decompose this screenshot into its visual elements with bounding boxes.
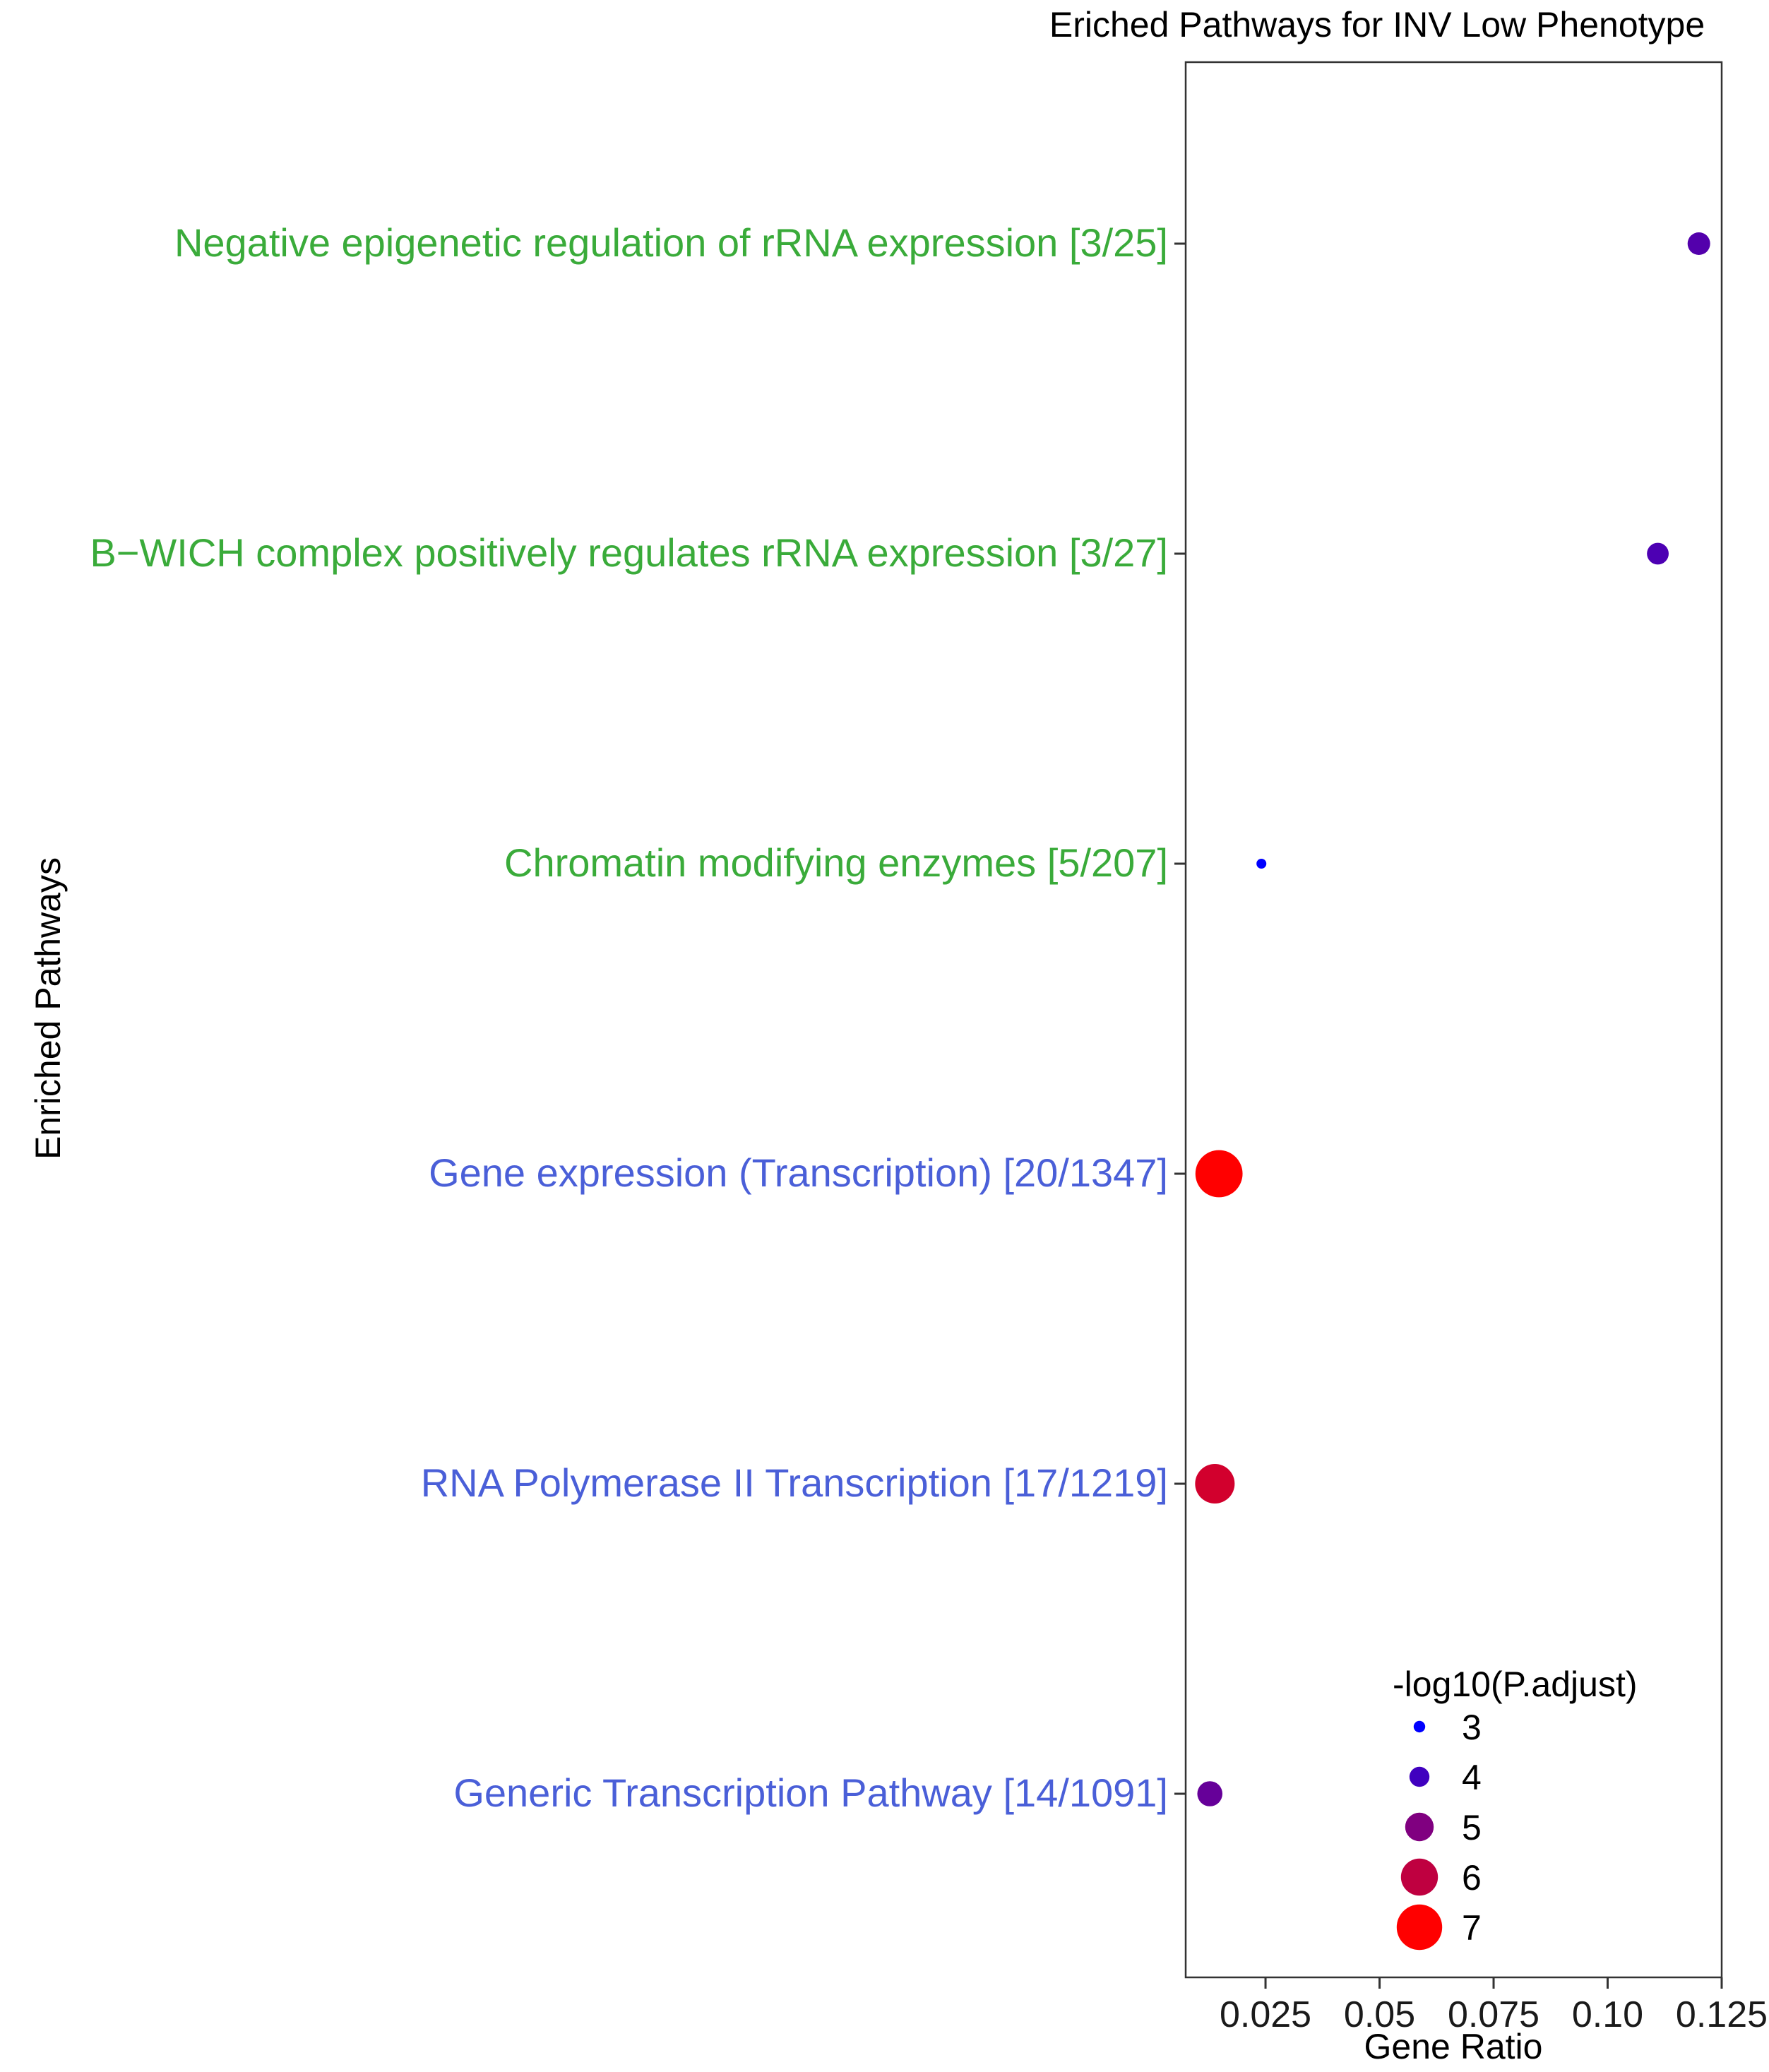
- legend-key: [1405, 1812, 1434, 1842]
- y-tick-label: B−WICH complex positively regulates rRNA…: [90, 530, 1168, 575]
- x-tick-label: 0.10: [1572, 1994, 1643, 2035]
- plot-panel: [1184, 61, 1723, 1979]
- y-axis-title: Enriched Pathways: [28, 857, 68, 1160]
- legend-key: [1396, 1904, 1443, 1951]
- data-point: [1195, 1464, 1235, 1504]
- x-tick-label: 0.05: [1344, 1994, 1415, 2035]
- data-point: [1256, 859, 1267, 869]
- y-axis: Negative epigenetic regulation of rRNA e…: [90, 220, 1186, 1815]
- legend-key: [1400, 1858, 1439, 1896]
- legend-label: 7: [1462, 1908, 1482, 1948]
- data-point: [1687, 232, 1710, 255]
- x-axis: 0.025 0.05 0.075 0.10 0.125: [1220, 1977, 1768, 2035]
- data-point: [1197, 1781, 1223, 1806]
- x-axis-title: Gene Ratio: [1364, 2027, 1543, 2066]
- legend-key: [1409, 1766, 1430, 1787]
- x-tick-label: 0.025: [1220, 1994, 1311, 2035]
- y-tick-label: RNA Polymerase II Transcription [17/1219…: [421, 1460, 1168, 1505]
- y-tick-label: Negative epigenetic regulation of rRNA e…: [174, 220, 1168, 265]
- data-point: [1195, 1150, 1243, 1198]
- legend-label: 6: [1462, 1858, 1482, 1898]
- x-tick-label: 0.075: [1448, 1994, 1539, 2035]
- legend-title: -log10(P.adjust): [1393, 1665, 1638, 1704]
- legend-label: 5: [1462, 1808, 1482, 1847]
- chart-title: Eriched Pathways for INV Low Phenotype: [1049, 5, 1705, 44]
- x-tick-label: 0.125: [1676, 1994, 1768, 2035]
- legend-label: 4: [1462, 1758, 1482, 1797]
- data-points: [1195, 232, 1710, 1806]
- legend-label: 3: [1462, 1708, 1482, 1747]
- legend: -log10(P.adjust) 3 4 5 6 7: [1393, 1665, 1638, 1951]
- y-tick-label: Generic Transcription Pathway [14/1091]: [453, 1770, 1168, 1815]
- data-point: [1647, 542, 1669, 565]
- y-tick-label: Chromatin modifying enzymes [5/207]: [504, 840, 1168, 885]
- legend-key: [1413, 1720, 1426, 1733]
- y-tick-label: Gene expression (Transcription) [20/1347…: [429, 1150, 1168, 1195]
